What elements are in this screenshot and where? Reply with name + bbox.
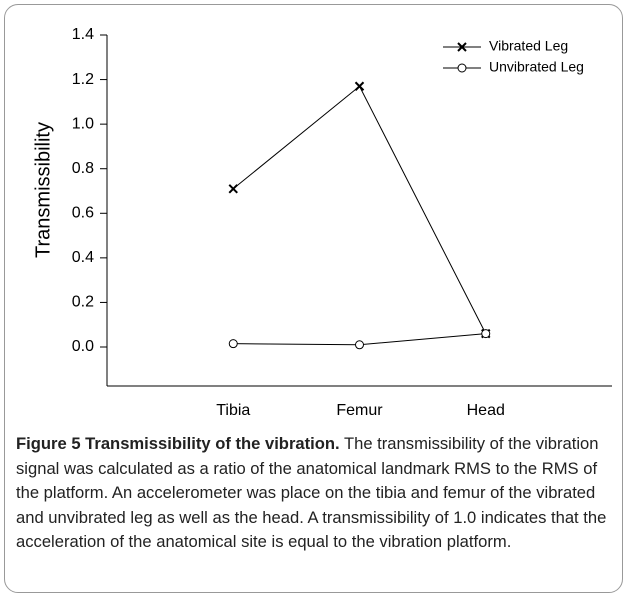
point-marker [481, 329, 491, 339]
legend-label: Unvibrated Leg [489, 59, 584, 75]
legend-marker [457, 63, 467, 73]
x-tick-label: Head [467, 402, 505, 419]
point-marker [228, 339, 238, 349]
y-tick-label: 1.0 [72, 115, 94, 132]
y-tick-label: 1.2 [72, 71, 94, 88]
point-marker [355, 340, 364, 350]
y-tick-label: 0.6 [72, 205, 94, 222]
caption-title: Figure 5 Transmissibility of the vibrati… [16, 434, 340, 453]
y-tick-label: 0.0 [72, 338, 94, 355]
x-tick-label: Femur [336, 402, 383, 419]
y-tick-label: 0.2 [72, 294, 94, 311]
caption-text: The transmissibility of the vibration si… [16, 434, 607, 551]
y-axis-label: Transmissibility [32, 122, 54, 258]
x-tick-label: Tibia [216, 402, 250, 419]
y-tick-label: 0.4 [72, 249, 94, 266]
figure-frame [4, 4, 623, 593]
y-tick-label: 0.8 [72, 160, 94, 177]
series-line [232, 85, 487, 334]
point-marker [228, 184, 238, 194]
chart: Transmissibility 0.0 0.2 0.4 0.6 0.8 1.0 1.2 1.… [32, 26, 612, 419]
legend-label: Vibrated Leg [489, 38, 568, 54]
caption: Figure 5 Transmissibility of the vibrati… [16, 432, 620, 555]
point-marker [354, 81, 365, 91]
y-tick-label: 1.4 [72, 26, 94, 43]
legend-marker [457, 42, 467, 52]
